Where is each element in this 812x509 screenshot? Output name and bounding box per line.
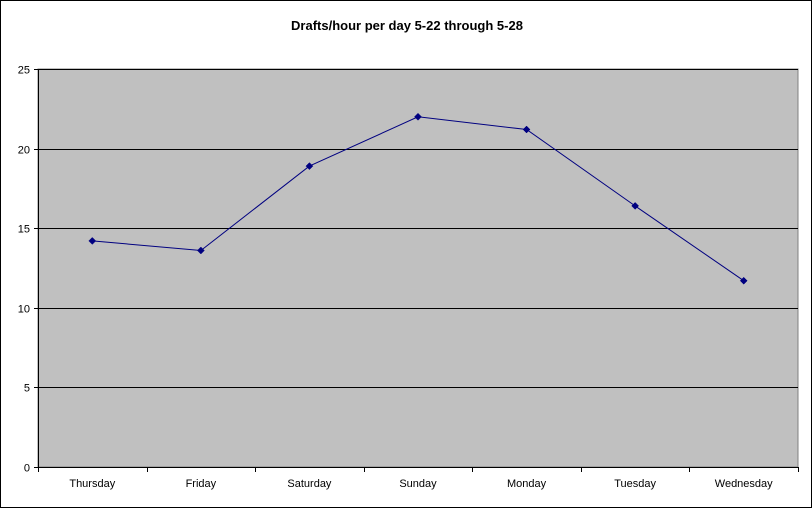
data-point [414, 112, 422, 121]
data-point [631, 202, 639, 210]
y-tick-label: 20 [18, 145, 30, 157]
data-point [305, 162, 314, 170]
x-tick-label: Saturday [287, 478, 332, 490]
x-tick-label: Monday [507, 478, 547, 490]
chart-title: Drafts/hour per day 5-22 through 5-28 [291, 18, 523, 33]
data-point [197, 246, 205, 255]
x-tick-label: Wednesday [715, 478, 773, 490]
y-tick-label: 10 [18, 304, 30, 316]
y-tick-label: 15 [18, 224, 30, 236]
data-point [88, 237, 97, 245]
x-tick-label: Tuesday [614, 478, 656, 490]
y-tick-label: 25 [18, 65, 30, 77]
y-tick-label: 0 [24, 463, 30, 475]
y-tick-label: 5 [24, 383, 30, 395]
data-point [739, 276, 748, 285]
plot-area [37, 68, 799, 468]
x-tick-label: Sunday [399, 478, 437, 490]
x-tick-label: Friday [186, 478, 217, 490]
data-point [522, 125, 531, 134]
x-tick-label: Thursday [69, 478, 115, 490]
